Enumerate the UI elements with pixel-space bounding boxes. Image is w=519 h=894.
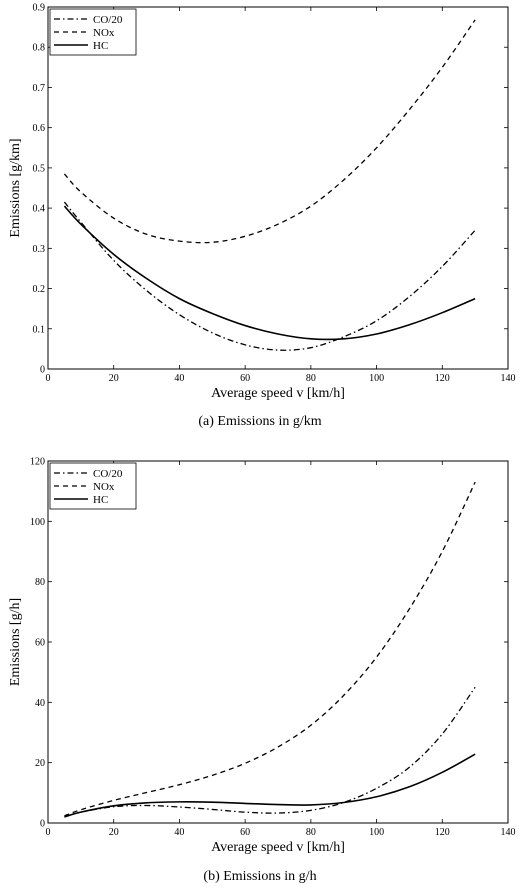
chart-b-xtick-label: 20 bbox=[109, 827, 119, 838]
chart-b-legend: CO/20 NOx HC bbox=[49, 462, 137, 510]
chart-b-ylabel: Emissions [g/h] bbox=[8, 598, 23, 686]
chart-b-ytick-label: 60 bbox=[35, 638, 45, 649]
chart-a-ytick-label: 0.6 bbox=[33, 123, 46, 134]
chart-a-ytick-label: 0.9 bbox=[33, 3, 46, 14]
chart-b-xtick-label: 80 bbox=[306, 827, 316, 838]
chart-a-ytick-label: 0.3 bbox=[33, 244, 46, 255]
chart-b-ytick-label: 40 bbox=[35, 698, 45, 709]
chart-b-series-nox-line bbox=[64, 481, 476, 817]
chart-a-series-nox-line bbox=[63, 19, 476, 244]
chart-a-xlabel: Average speed v [km/h] bbox=[211, 386, 345, 401]
chart-a-legend: CO/20 NOx HC bbox=[49, 8, 137, 56]
chart-a-xtick-label: 60 bbox=[240, 373, 250, 384]
chart-a-xtick-label: 20 bbox=[109, 373, 119, 384]
chart-a-series-hc-line bbox=[63, 205, 476, 341]
chart-b-ytick-label: 120 bbox=[30, 457, 45, 468]
chart-a-ytick-label: 0.8 bbox=[33, 43, 46, 54]
chart-b-ytick-label: 100 bbox=[30, 517, 45, 528]
chart-b-caption: (b) Emissions in g/h bbox=[203, 869, 316, 884]
chart-a-ytick-label: 0.4 bbox=[33, 204, 46, 215]
chart-b-xtick-label: 140 bbox=[501, 827, 516, 838]
chart-b-xtick-label: 0 bbox=[46, 827, 51, 838]
chart-a-legend-label-co: CO/20 bbox=[93, 14, 123, 26]
chart-a-xtick-label: 120 bbox=[435, 373, 450, 384]
chart-a-xtick-label: 40 bbox=[174, 373, 184, 384]
chart-b: 0 20 40 60 80 100 120 140 0 20 40 60 80 100 120 CO/20 … bbox=[8, 457, 516, 885]
chart-b-legend-label-nox: NOx bbox=[93, 481, 115, 493]
chart-a-ytick-label: 0.7 bbox=[33, 83, 46, 94]
chart-a-axes-frame bbox=[47, 6, 509, 370]
chart-a-ytick-label: 0.2 bbox=[33, 284, 46, 295]
chart-a-ylabel: Emissions [g/km] bbox=[8, 138, 23, 237]
chart-b-xlabel: Average speed v [km/h] bbox=[211, 840, 345, 855]
chart-b-xtick-label: 40 bbox=[174, 827, 184, 838]
chart-b-axes-frame bbox=[47, 460, 509, 824]
chart-b-series-co-20-line bbox=[64, 686, 476, 818]
chart-a-legend-label-nox: NOx bbox=[93, 27, 115, 39]
chart-a-ytick-label: 0 bbox=[40, 365, 45, 376]
chart-a-xtick-label: 80 bbox=[306, 373, 316, 384]
chart-b-xtick-label: 120 bbox=[435, 827, 450, 838]
chart-a-xtick-label: 100 bbox=[369, 373, 384, 384]
chart-a-xtick-label: 140 bbox=[501, 373, 516, 384]
chart-b-xtick-label: 60 bbox=[240, 827, 250, 838]
chart-b-ytick-label: 80 bbox=[35, 577, 45, 588]
chart-b-legend-label-co: CO/20 bbox=[93, 468, 123, 480]
chart-a-ytick-label: 0.5 bbox=[33, 163, 46, 174]
chart-b-ytick-label: 20 bbox=[35, 758, 45, 769]
chart-a: 0 20 40 60 80 100 120 140 0 0.1 0.2 0.3 0.4 0.5 0.6 0.7… bbox=[8, 3, 516, 430]
chart-a-ytick-label: 0.1 bbox=[33, 324, 46, 335]
chart-a-series-co-20-line bbox=[63, 201, 476, 351]
chart-a-xtick-label: 0 bbox=[46, 373, 51, 384]
chart-b-series-hc-line bbox=[64, 753, 476, 818]
chart-a-caption: (a) Emissions in g/km bbox=[198, 414, 321, 429]
chart-a-legend-label-hc: HC bbox=[93, 40, 108, 52]
chart-b-legend-label-hc: HC bbox=[93, 494, 108, 506]
chart-b-ytick-label: 0 bbox=[40, 819, 45, 830]
chart-b-xtick-label: 100 bbox=[369, 827, 384, 838]
